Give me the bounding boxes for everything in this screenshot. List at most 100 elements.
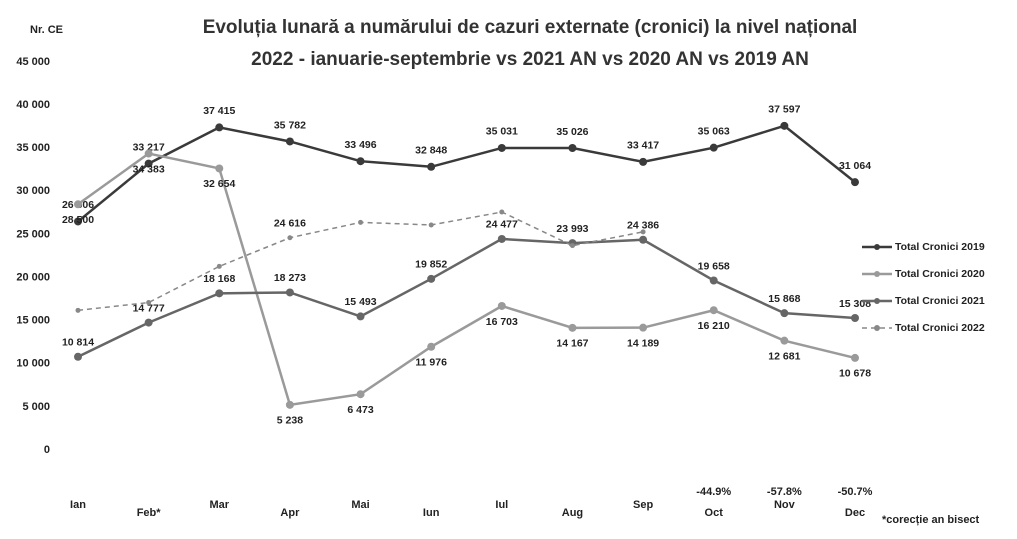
legend-marker [874, 244, 880, 250]
y-tick-label: 15 000 [16, 315, 50, 327]
data-point [285, 288, 294, 297]
data-label: 18 273 [274, 272, 306, 284]
data-point [75, 307, 81, 313]
data-label: 32 654 [203, 178, 235, 190]
data-point [358, 219, 364, 225]
series-line [77, 124, 856, 223]
data-label: 32 848 [415, 145, 447, 157]
data-label: 14 189 [627, 337, 659, 349]
series-line [77, 152, 856, 407]
data-point [287, 235, 293, 241]
legend-label: Total Cronici 2020 [895, 268, 985, 280]
data-label: 16 703 [486, 316, 518, 328]
data-point [356, 157, 365, 166]
data-label: 15 868 [768, 293, 800, 305]
legend-label: Total Cronici 2021 [895, 295, 985, 307]
data-label: 14 777 [133, 302, 165, 314]
data-point [146, 300, 152, 306]
data-point [569, 243, 575, 249]
data-point [74, 217, 82, 226]
data-point [851, 314, 859, 323]
y-tick-label: 25 000 [16, 228, 50, 240]
data-label: 14 167 [556, 338, 588, 350]
y-tick-label: 0 [44, 444, 50, 456]
data-point [568, 323, 577, 332]
data-label: 33 217 [133, 141, 165, 153]
data-point [851, 353, 859, 362]
data-label: 10 678 [839, 368, 871, 380]
data-label: 35 063 [698, 125, 730, 137]
data-point [285, 137, 294, 146]
data-label: 19 658 [698, 260, 730, 272]
data-point [497, 143, 506, 152]
data-point [216, 263, 222, 269]
data-point [639, 323, 648, 332]
data-point [144, 159, 153, 168]
data-point [427, 274, 436, 283]
data-point [356, 390, 365, 399]
y-axis-label: Nr. CE [30, 24, 63, 36]
data-point [780, 336, 789, 345]
y-tick-label: 45 000 [16, 56, 50, 68]
data-point [427, 342, 436, 351]
data-label: 15 308 [839, 298, 871, 310]
annotation: -57.8% [767, 486, 802, 498]
legend-marker [874, 325, 880, 331]
data-label: 35 031 [486, 126, 518, 138]
chart-title: Evoluția lunară a numărului de cazuri ex… [203, 17, 858, 38]
data-point [709, 276, 718, 285]
data-point [144, 149, 153, 158]
data-point [74, 352, 82, 361]
data-point [640, 229, 646, 235]
data-point [74, 200, 82, 209]
data-label: 10 814 [62, 337, 94, 349]
data-label: 5 238 [277, 415, 303, 427]
data-point [709, 143, 718, 152]
data-label: 15 493 [344, 296, 376, 308]
x-tick-label: Nov [774, 499, 796, 511]
data-point [356, 312, 365, 321]
annotation: -50.7% [838, 486, 873, 498]
data-point [639, 157, 648, 166]
data-point [215, 289, 224, 298]
data-point [215, 123, 224, 132]
data-point [639, 235, 648, 244]
data-point [497, 234, 506, 243]
data-label: 37 415 [203, 105, 235, 117]
data-label: 19 852 [415, 259, 447, 271]
legend-marker [874, 271, 880, 277]
x-tick-label: Iun [423, 507, 440, 519]
x-tick-label: Dec [845, 507, 865, 519]
y-tick-label: 5 000 [22, 401, 50, 413]
data-point [427, 162, 436, 171]
legend-label: Total Cronici 2019 [895, 241, 985, 253]
data-label: 35 026 [556, 126, 588, 138]
y-tick-label: 30 000 [16, 185, 50, 197]
x-tick-label: Iul [495, 499, 508, 511]
x-tick-label: Ian [70, 499, 86, 511]
data-point [215, 164, 224, 173]
data-label: 11 976 [415, 357, 447, 369]
data-label: 16 210 [698, 320, 730, 332]
data-point [709, 306, 718, 315]
x-tick-label: Aug [562, 507, 583, 519]
legend-marker [874, 298, 880, 304]
x-tick-label: Oct [705, 507, 724, 519]
data-label: 23 993 [556, 223, 588, 235]
data-label: 37 597 [768, 104, 800, 116]
data-label: 6 473 [347, 404, 373, 416]
data-point [285, 400, 294, 409]
data-point [568, 143, 577, 152]
data-label: 33 496 [344, 139, 376, 151]
data-label: 33 417 [627, 140, 659, 152]
chart-subtitle: 2022 - ianuarie-septembrie vs 2021 AN vs… [251, 49, 809, 70]
data-label: 24 386 [627, 220, 659, 232]
y-tick-label: 10 000 [16, 358, 50, 370]
x-tick-label: Sep [633, 499, 653, 511]
data-point [780, 121, 789, 130]
y-tick-label: 40 000 [16, 99, 50, 111]
data-point [497, 301, 506, 310]
data-point [499, 209, 505, 215]
annotation: -44.9% [696, 486, 731, 498]
